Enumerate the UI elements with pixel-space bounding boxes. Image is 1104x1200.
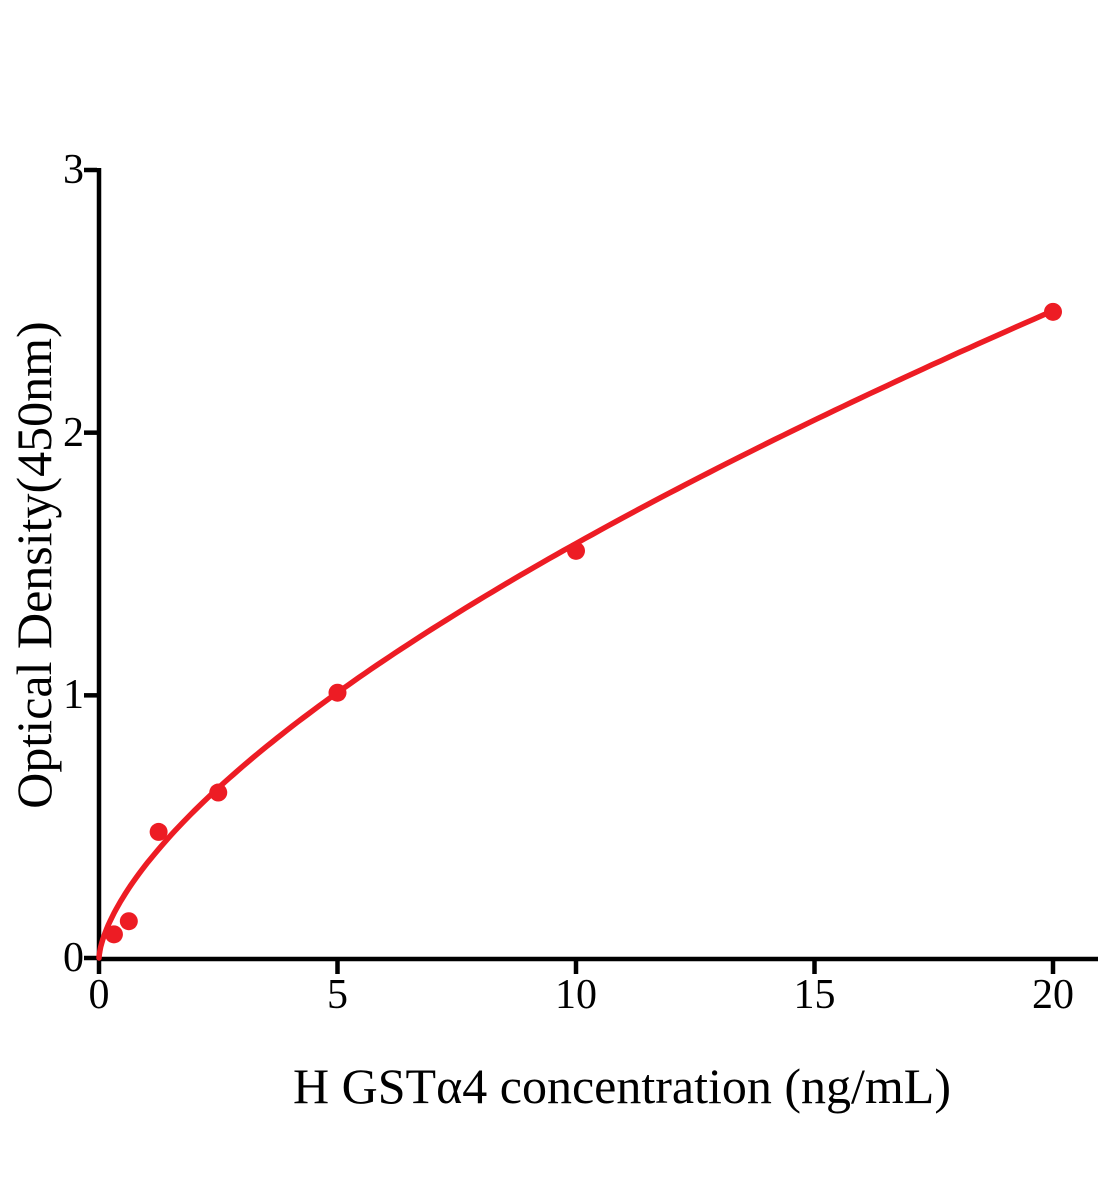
x-tick-label: 5 bbox=[327, 972, 348, 1018]
x-tick-label: 15 bbox=[793, 972, 836, 1018]
data-point bbox=[1044, 302, 1062, 321]
y-tick-label: 0 bbox=[63, 935, 84, 981]
data-point bbox=[119, 912, 138, 931]
data-point bbox=[209, 783, 228, 802]
x-axis-title: H GSTα4 concentration (ng/mL) bbox=[293, 1058, 951, 1114]
data-point bbox=[567, 541, 585, 560]
fit-curve-line bbox=[96, 308, 1056, 961]
y-tick-label: 1 bbox=[63, 672, 84, 719]
data-point bbox=[104, 925, 123, 944]
x-tick-label: 0 bbox=[88, 972, 110, 1018]
x-tick-label: 10 bbox=[555, 972, 597, 1018]
data-point bbox=[149, 822, 168, 841]
data-point bbox=[328, 683, 347, 702]
y-tick-label: 2 bbox=[63, 409, 84, 456]
x-tick-label: 20 bbox=[1032, 972, 1074, 1018]
y-tick-label: 3 bbox=[63, 147, 84, 193]
y-axis-title: Optical Density(450nm) bbox=[6, 321, 62, 809]
